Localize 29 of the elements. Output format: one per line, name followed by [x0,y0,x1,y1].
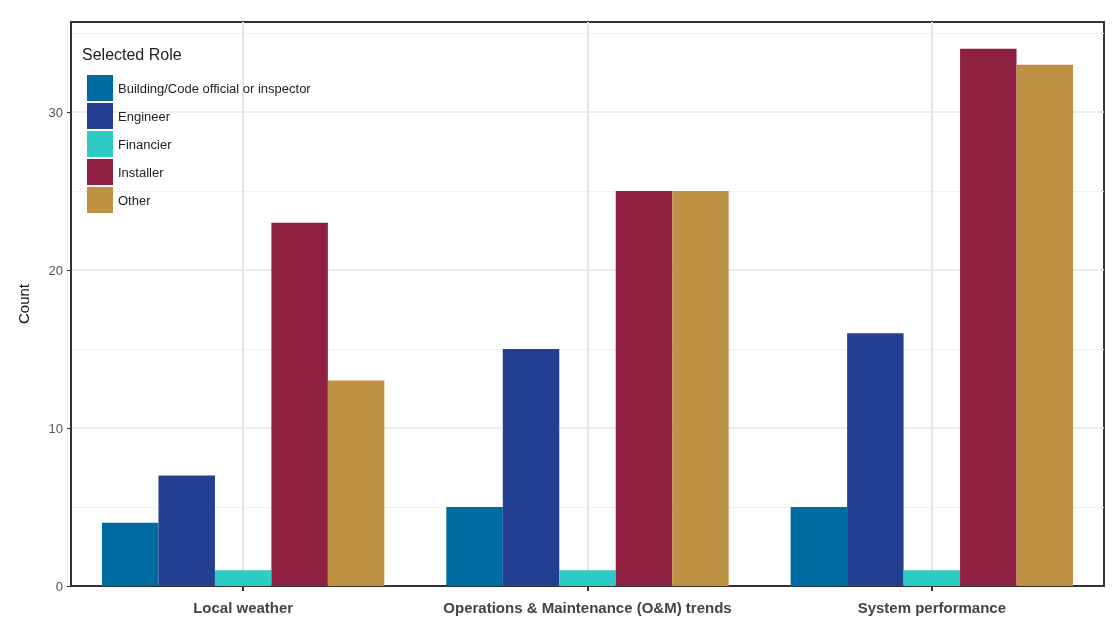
legend-label: Other [118,192,152,208]
x-tick-label: Local weather [193,599,294,616]
bar [271,222,328,586]
y-axis-title: Count [15,283,32,325]
bar [559,570,616,586]
bar [903,570,961,586]
y-tick-label: 30 [48,104,63,120]
legend-label: Building/Code official or inspector [118,80,312,96]
bar [847,333,904,586]
bar [214,570,272,586]
bar [672,191,729,586]
bar [446,507,503,586]
x-tick-label: System performance [857,599,1007,616]
bar [158,475,215,586]
bar [615,191,673,586]
legend-title: Selected Role [82,45,182,63]
x-tick-label: Operations & Maintenance (O&M) trends [443,599,732,616]
bar [1016,64,1074,586]
bar [960,48,1017,586]
y-tick-label: 20 [48,262,63,278]
legend-label: Engineer [118,108,171,124]
bar [790,507,848,586]
legend-label: Financier [118,136,173,152]
bar [101,522,159,586]
y-tick-label: 0 [55,578,63,594]
legend-label: Installer [118,164,165,180]
bar [502,349,560,586]
y-tick-label: 10 [48,420,63,436]
bar [327,380,385,586]
